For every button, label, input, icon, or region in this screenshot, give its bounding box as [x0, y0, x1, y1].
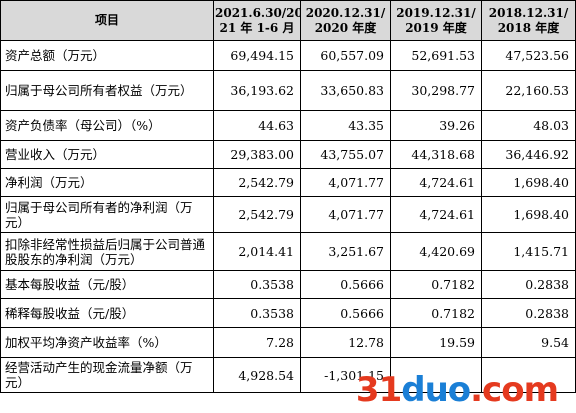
cell-value: 2,542.79: [213, 196, 301, 233]
cell-value: 0.2838: [481, 298, 576, 328]
cell-value: -1,301.15: [300, 357, 391, 393]
header-period: 2018.12.31/2018 年度: [481, 0, 576, 41]
row-label: 归属于母公司所有者的净利润（万元）: [0, 196, 214, 233]
cell-value: 0.5666: [300, 270, 391, 299]
cell-value: 36,193.62: [213, 70, 301, 111]
cell-value: 12.78: [300, 327, 391, 358]
cell-value: 29,383.00: [213, 140, 301, 169]
cell-value: 33,650.83: [300, 70, 391, 111]
cell-value: 4,928.54: [213, 357, 301, 393]
cell-value: 44,318.68: [390, 140, 482, 169]
row-label: 稀释每股收益（元/股）: [0, 298, 214, 328]
cell-value: 1,698.40: [481, 196, 576, 233]
cell-value: [481, 357, 576, 393]
header-item: 项目: [0, 0, 214, 41]
cell-value: 30,298.77: [390, 70, 482, 111]
cell-value: 48.03: [481, 110, 576, 141]
row-label: 归属于母公司所有者权益（万元）: [0, 70, 214, 111]
table-row: 经营活动产生的现金流量净额（万元） 4,928.54 -1,301.15: [0, 357, 576, 393]
cell-value: 52,691.53: [390, 40, 482, 71]
watermark-logo: 31duo.com: [355, 370, 559, 410]
header-period: 2019.12.31/2019 年度: [390, 0, 482, 41]
table-row: 资产负债率（母公司）（%） 44.63 43.35 39.26 48.03: [0, 110, 576, 141]
cell-value: 4,724.61: [390, 168, 482, 197]
row-label: 扣除非经常性损益后归属于公司普通股股东的净利润（万元）: [0, 232, 214, 271]
table-row: 基本每股收益（元/股） 0.3538 0.5666 0.7182 0.2838: [0, 270, 576, 299]
cell-value: 39.26: [390, 110, 482, 141]
table-row: 归属于母公司所有者的净利润（万元） 2,542.79 4,071.77 4,72…: [0, 196, 576, 233]
cell-value: 4,724.61: [390, 196, 482, 233]
watermark-part: duo: [401, 370, 471, 410]
cell-value: 36,446.92: [481, 140, 576, 169]
cell-value: 4,071.77: [300, 168, 391, 197]
cell-value: 0.7182: [390, 270, 482, 299]
header-period: 2021.6.30/20 21 年 1-6 月: [213, 0, 301, 41]
cell-value: 0.3538: [213, 298, 301, 328]
cell-value: 4,420.69: [390, 232, 482, 271]
row-label: 经营活动产生的现金流量净额（万元）: [0, 357, 214, 393]
cell-value: 2,542.79: [213, 168, 301, 197]
cell-value: 43.35: [300, 110, 391, 141]
cell-value: 3,251.67: [300, 232, 391, 271]
cell-value: 7.28: [213, 327, 301, 358]
cell-value: 0.7182: [390, 298, 482, 328]
cell-value: 4,071.77: [300, 196, 391, 233]
cell-value: 1,698.40: [481, 168, 576, 197]
cell-value: 60,557.09: [300, 40, 391, 71]
row-label: 营业收入（万元）: [0, 140, 214, 169]
cell-value: 22,160.53: [481, 70, 576, 111]
header-period: 2020.12.31/2020 年度: [300, 0, 391, 41]
row-label: 加权平均净资产收益率（%）: [0, 327, 214, 358]
table-row: 稀释每股收益（元/股） 0.3538 0.5666 0.7182 0.2838: [0, 298, 576, 328]
table-row: 加权平均净资产收益率（%） 7.28 12.78 19.59 9.54: [0, 327, 576, 358]
watermark-part: 31: [355, 370, 402, 410]
table-row: 扣除非经常性损益后归属于公司普通股股东的净利润（万元） 2,014.41 3,2…: [0, 232, 576, 271]
cell-value: 69,494.15: [213, 40, 301, 71]
cell-value: 47,523.56: [481, 40, 576, 71]
table-row: 营业收入（万元） 29,383.00 43,755.07 44,318.68 3…: [0, 140, 576, 169]
row-label: 基本每股收益（元/股）: [0, 270, 214, 299]
cell-value: 44.63: [213, 110, 301, 141]
financial-indicators-table: 项目 2021.6.30/20 21 年 1-6 月 2020.12.31/202…: [0, 0, 576, 393]
cell-value: 43,755.07: [300, 140, 391, 169]
cell-value: 19.59: [390, 327, 482, 358]
row-label: 资产负债率（母公司）（%）: [0, 110, 214, 141]
table-row: 资产总额（万元） 69,494.15 60,557.09 52,691.53 4…: [0, 40, 576, 71]
header-row: 项目 2021.6.30/20 21 年 1-6 月 2020.12.31/202…: [0, 0, 576, 41]
table-row: 净利润（万元） 2,542.79 4,071.77 4,724.61 1,698…: [0, 168, 576, 197]
table-row: 归属于母公司所有者权益（万元） 36,193.62 33,650.83 30,2…: [0, 70, 576, 111]
cell-value: 0.3538: [213, 270, 301, 299]
row-label: 资产总额（万元）: [0, 40, 214, 71]
cell-value: 2,014.41: [213, 232, 301, 271]
cell-value: 9.54: [481, 327, 576, 358]
cell-value: 0.5666: [300, 298, 391, 328]
cell-value: 1,415.71: [481, 232, 576, 271]
watermark-part: .com: [470, 370, 559, 410]
row-label: 净利润（万元）: [0, 168, 214, 197]
cell-value: 0.2838: [481, 270, 576, 299]
